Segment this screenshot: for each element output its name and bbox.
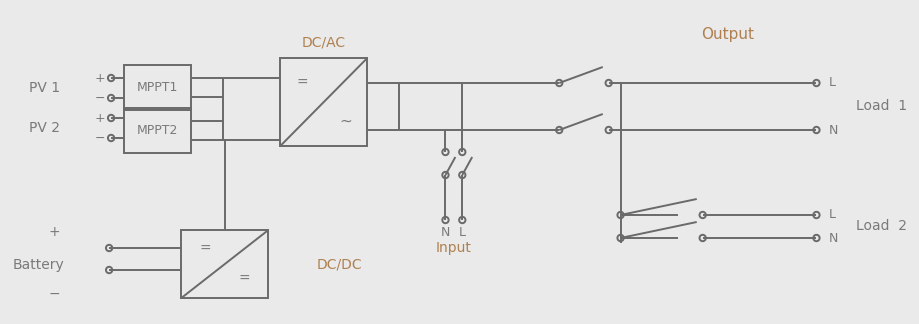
Text: PV 1: PV 1 — [28, 81, 60, 95]
Text: Battery: Battery — [13, 258, 64, 272]
Text: DC/DC: DC/DC — [316, 257, 362, 271]
Text: +: + — [95, 111, 106, 124]
Text: N: N — [827, 232, 837, 245]
Text: =: = — [296, 75, 308, 90]
Text: Load  1: Load 1 — [855, 99, 906, 113]
Text: N: N — [827, 123, 837, 136]
Text: MPPT2: MPPT2 — [137, 124, 178, 137]
Text: Input: Input — [435, 241, 471, 255]
Bar — [181, 230, 268, 298]
Text: =: = — [199, 242, 211, 256]
Text: N: N — [440, 226, 449, 239]
Bar — [124, 65, 191, 110]
Text: ~: ~ — [339, 114, 352, 129]
Text: +: + — [49, 225, 61, 239]
Text: Load  2: Load 2 — [855, 219, 906, 234]
Text: L: L — [459, 226, 465, 239]
Text: −: − — [95, 132, 106, 145]
Text: =: = — [238, 272, 250, 286]
Bar — [124, 108, 191, 153]
Text: −: − — [49, 287, 61, 301]
Text: Output: Output — [700, 28, 753, 42]
Text: −: − — [95, 91, 106, 105]
Text: DC/AC: DC/AC — [301, 35, 346, 49]
Text: L: L — [827, 209, 834, 222]
Text: +: + — [95, 72, 106, 85]
Text: PV 2: PV 2 — [28, 121, 60, 135]
Text: MPPT1: MPPT1 — [137, 81, 178, 94]
Text: L: L — [827, 76, 834, 89]
Bar — [280, 58, 367, 146]
